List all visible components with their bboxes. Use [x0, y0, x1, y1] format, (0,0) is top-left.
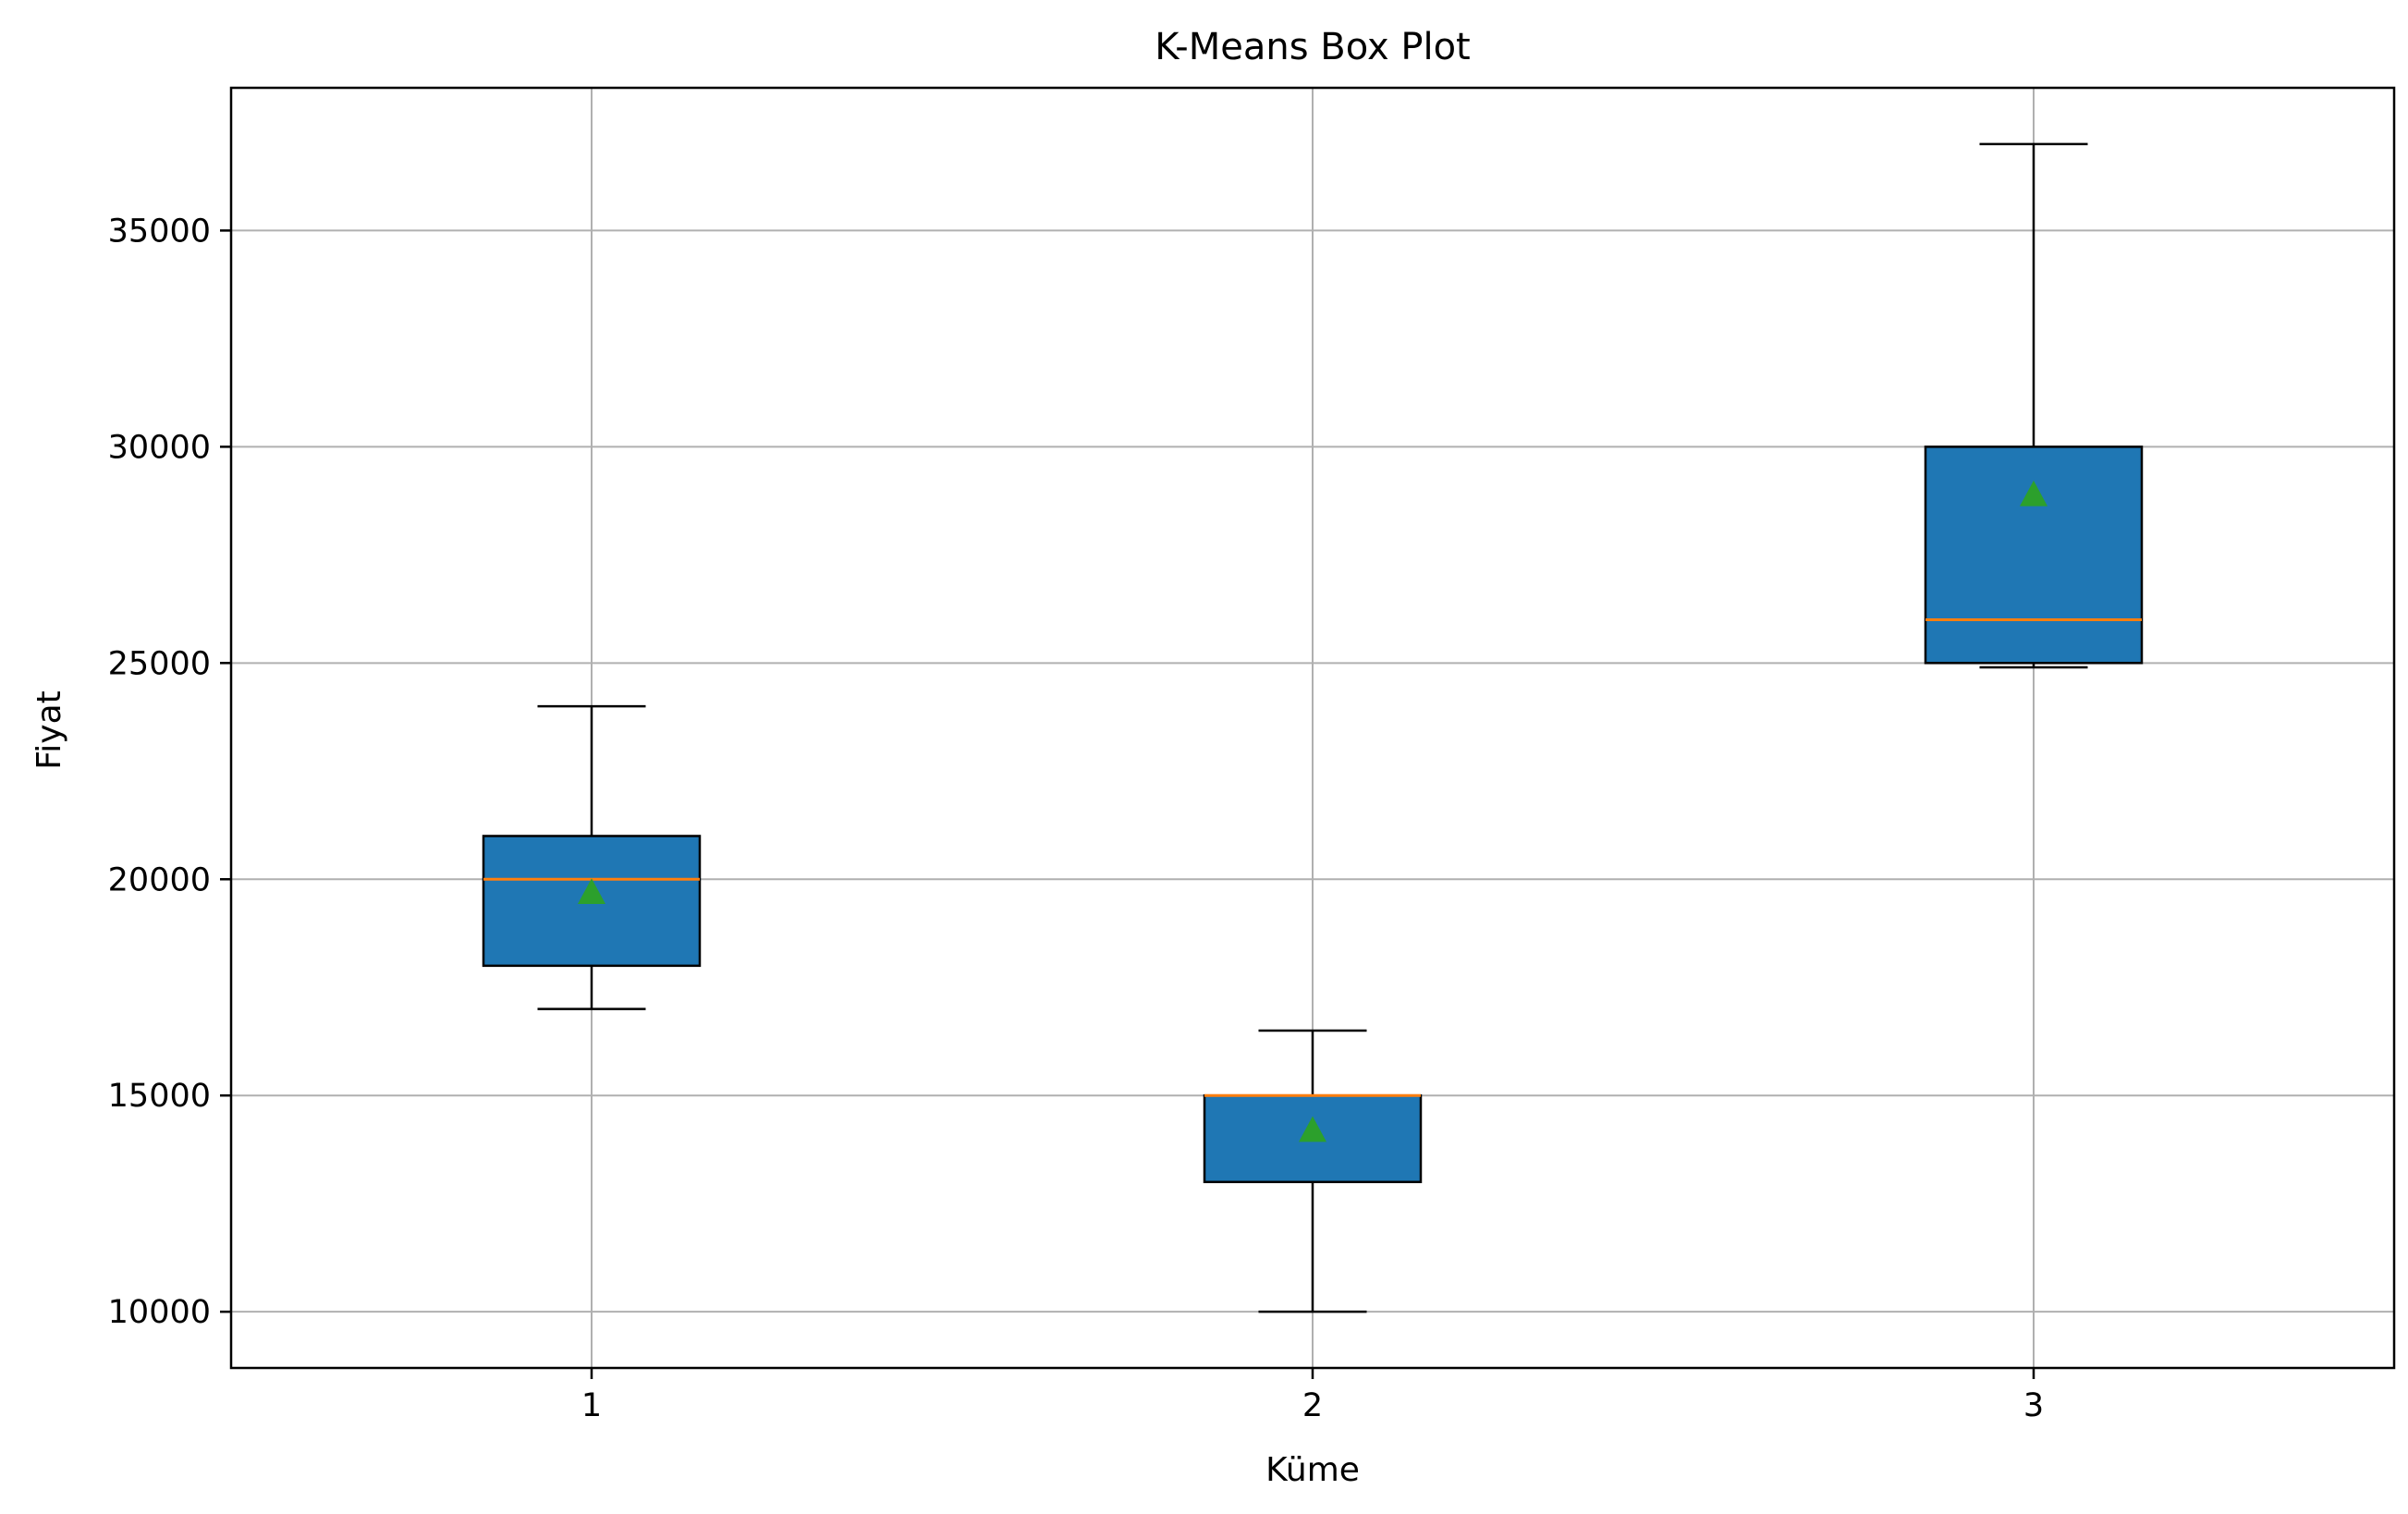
chart-title: K-Means Box Plot [1155, 26, 1470, 68]
y-tick-label: 10000 [108, 1294, 211, 1331]
x-tick-label: 2 [1302, 1387, 1323, 1424]
y-tick-label: 20000 [108, 861, 211, 898]
y-tick-label: 30000 [108, 429, 211, 466]
box-elements [482, 142, 2144, 1313]
axis-ticks: 10000 15000 20000 25000 30000 35000 1 2 3 [108, 213, 2044, 1424]
mean-marker [578, 878, 605, 905]
y-tick-label: 25000 [108, 645, 211, 682]
y-tick-label: 15000 [108, 1078, 211, 1115]
y-tick-label: 35000 [108, 213, 211, 250]
y-axis-label: Fiyat [31, 690, 68, 770]
mean-marker [2020, 480, 2047, 507]
mean-marker [1299, 1116, 1326, 1142]
box-iqr [1924, 446, 2144, 665]
x-tick-label: 3 [2023, 1387, 2044, 1424]
x-axis-label: Küme [1265, 1451, 1360, 1489]
x-tick-label: 1 [581, 1387, 602, 1424]
